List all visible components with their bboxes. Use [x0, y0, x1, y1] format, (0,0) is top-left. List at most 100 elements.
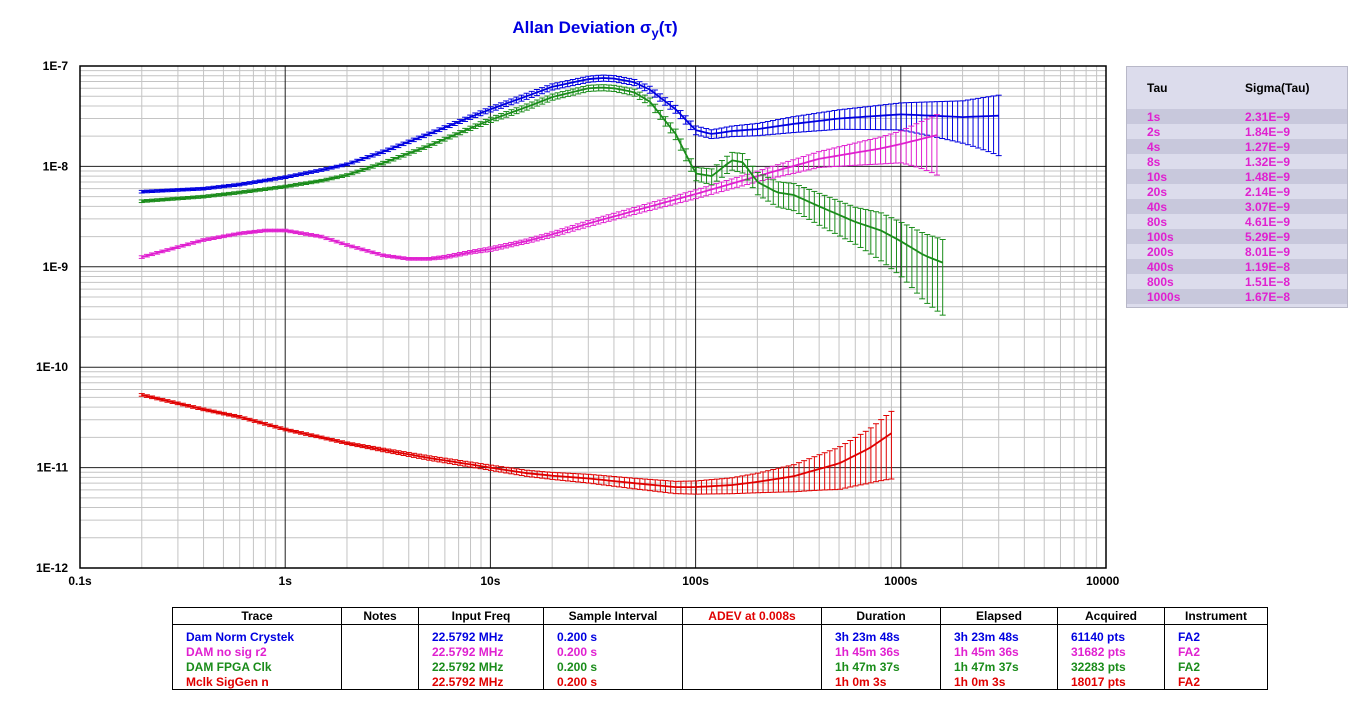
x-tick-label: 0.1s [68, 574, 92, 588]
trace-cell: 32283 pts [1057, 659, 1165, 674]
x-tick-label: 10000s [1086, 574, 1120, 588]
tau-row: 2s 1.84E−9 [1127, 124, 1347, 139]
trace-table: Trace Notes Input Freq Sample Interval ADEV … [172, 607, 1268, 690]
tau-row: 4s 1.27E−9 [1127, 139, 1347, 154]
trace-col-header: Input Freq [418, 607, 544, 625]
trace-cell: 1h 45m 36s [940, 644, 1058, 659]
sigma-value: 1.51E−8 [1245, 274, 1291, 289]
sigma-value: 1.67E−8 [1245, 289, 1291, 304]
tau-value: 20s [1147, 184, 1168, 199]
series-layer [138, 74, 1002, 495]
tau-header: Tau [1147, 81, 1168, 95]
trace-cell: 1h 0m 3s [940, 674, 1058, 690]
title-subscript: y [651, 25, 659, 41]
tau-value: 400s [1147, 259, 1174, 274]
trace-cell [341, 624, 419, 644]
x-tick-label: 100s [682, 574, 709, 588]
trace-table-body: Dam Norm Crystek 22.5792 MHz 0.200 s 3h 23m… [172, 624, 1268, 690]
trace-cell [682, 659, 822, 674]
tau-value: 4s [1147, 139, 1161, 154]
trace-cell: 1h 45m 36s [821, 644, 941, 659]
trace-cell: 22.5792 MHz [418, 659, 544, 674]
trace-cell: 1h 47m 37s [940, 659, 1058, 674]
sigma-value: 4.61E−9 [1245, 214, 1291, 229]
tau-value: 40s [1147, 199, 1168, 214]
trace-col-header: Instrument [1164, 607, 1268, 625]
tau-row: 10s 1.48E−9 [1127, 169, 1347, 184]
tau-value: 10s [1147, 169, 1168, 184]
trace-cell: FA2 [1164, 624, 1268, 644]
grid-layer [79, 65, 1107, 569]
trace-cell [341, 659, 419, 674]
trace-col-header: Acquired [1057, 607, 1165, 625]
tau-value: 1s [1147, 109, 1161, 124]
x-tick-label: 1000s [884, 574, 918, 588]
plot-background [80, 66, 1106, 568]
tau-row: 100s 5.29E−9 [1127, 229, 1347, 244]
sigma-value: 1.32E−9 [1245, 154, 1291, 169]
series-4 [138, 393, 895, 495]
tau-row: 200s 8.01E−9 [1127, 244, 1347, 259]
tau-value: 800s [1147, 274, 1174, 289]
trace-table-header: Trace Notes Input Freq Sample Interval ADEV … [172, 607, 1268, 625]
trace-cell: FA2 [1164, 659, 1268, 674]
title-end: (τ) [658, 18, 678, 37]
tau-value: 1000s [1147, 289, 1181, 304]
y-tick-label: 1E-7 [43, 59, 69, 73]
sigma-value: 3.07E−9 [1245, 199, 1291, 214]
trace-cell: 22.5792 MHz [418, 624, 544, 644]
trace-cell: 1h 0m 3s [821, 674, 941, 690]
sigma-value: 8.01E−9 [1245, 244, 1291, 259]
sigma-value: 1.84E−9 [1245, 124, 1291, 139]
tau-row: 800s 1.51E−8 [1127, 274, 1347, 289]
trace-cell: 31682 pts [1057, 644, 1165, 659]
tau-value: 8s [1147, 154, 1161, 169]
tau-row: 1s 2.31E−9 [1127, 109, 1347, 124]
trace-cell: 3h 23m 48s [821, 624, 941, 644]
trace-cell [682, 624, 822, 644]
trace-cell [341, 674, 419, 690]
trace-cell: FA2 [1164, 674, 1268, 690]
trace-cell [682, 644, 822, 659]
trace-cell: 0.200 s [543, 674, 683, 690]
title-main: Allan Deviation σ [512, 18, 652, 37]
trace-cell: 22.5792 MHz [418, 644, 544, 659]
x-tick-label: 1s [279, 574, 293, 588]
plot-frame [79, 65, 1107, 569]
tau-row: 40s 3.07E−9 [1127, 199, 1347, 214]
trace-cell: DAM no sig r2 [172, 644, 342, 659]
tau-value: 200s [1147, 244, 1174, 259]
tau-value: 100s [1147, 229, 1174, 244]
tau-row: 8s 1.32E−9 [1127, 154, 1347, 169]
tau-row: 20s 2.14E−9 [1127, 184, 1347, 199]
trace-cell: Dam Norm Crystek [172, 624, 342, 644]
sigma-value: 2.14E−9 [1245, 184, 1291, 199]
trace-cell: 0.200 s [543, 624, 683, 644]
tau-rows: 1s 2.31E−9 2s 1.84E−9 4s 1.27E−9 8s 1.32E−9 10s 1… [1127, 109, 1347, 304]
y-tick-label: 1E-8 [43, 159, 69, 173]
trace-cell: 22.5792 MHz [418, 674, 544, 690]
tau-value: 80s [1147, 214, 1168, 229]
trace-col-header: Trace [172, 607, 342, 625]
trace-cell: 1h 47m 37s [821, 659, 941, 674]
trace-row: DAM FPGA Clk 22.5792 MHz 0.200 s 1h 47m 37s… [172, 659, 1268, 674]
y-tick-label: 1E-9 [43, 260, 69, 274]
series-line [141, 86, 944, 264]
trace-col-header: Notes [341, 607, 419, 625]
trace-row: Mclk SigGen n 22.5792 MHz 0.200 s 1h 0m 3s 1… [172, 674, 1268, 690]
trace-cell: 0.200 s [543, 659, 683, 674]
trace-cell: 3h 23m 48s [940, 624, 1058, 644]
trace-cell [682, 674, 822, 690]
sigma-header: Sigma(Tau) [1245, 81, 1310, 95]
trace-col-header: Elapsed [940, 607, 1058, 625]
sigma-value: 2.31E−9 [1245, 109, 1291, 124]
trace-cell: 18017 pts [1057, 674, 1165, 690]
tick-layer: 0.1s 1s 10s 100s 1000s 10000s 1E-7 1E-8 1E-9 1E-1… [36, 59, 1120, 588]
series-line [141, 134, 938, 260]
allan-deviation-plot: 0.1s 1s 10s 100s 1000s 10000s 1E-7 1E-8 1E-9 1E-1… [36, 59, 1120, 588]
trace-cell: FA2 [1164, 644, 1268, 659]
series-line [141, 77, 999, 193]
tau-row: 1000s 1.67E−8 [1127, 289, 1347, 304]
y-tick-label: 1E-12 [36, 561, 68, 575]
tau-sigma-panel: Tau Sigma(Tau) 1s 2.31E−9 2s 1.84E−9 4s 1.27E… [1126, 66, 1348, 308]
